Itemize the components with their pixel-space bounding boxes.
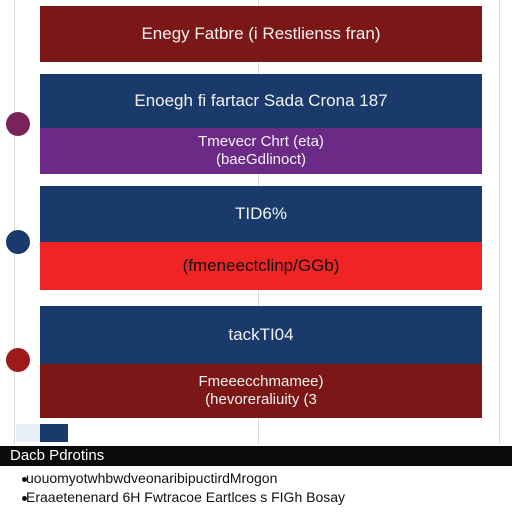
bar-7: Fmeeecchmamee) (hevoreraliuity (3 xyxy=(40,364,482,418)
bar-7-label-b: (hevoreraliuity (3 xyxy=(205,391,317,408)
bar-5-label: (fmeneectclinp/GGb) xyxy=(182,256,340,275)
bar-3: Tmevecr Chrt (eta) (baeGdlinoct) xyxy=(40,128,482,174)
chart-frame xyxy=(14,0,500,444)
bar-4-label: TID6% xyxy=(235,204,287,223)
bar-3-label-b: (baeGdlinoct) xyxy=(215,151,307,168)
legend-title: Dacb Pdrotins xyxy=(0,446,512,466)
bar-7-label-a: Fmeeecchmamee) xyxy=(198,373,324,390)
bar-6-label: tackTI04 xyxy=(228,325,294,344)
bar-4: TID6% xyxy=(40,186,482,242)
legend-swatch-dark xyxy=(40,424,68,442)
legend-item-2: Eraaetenenard 6H Fwtracoe Eartlces s FIG… xyxy=(26,489,346,505)
bar-6: tackTI04 xyxy=(40,306,482,364)
series-dot-2 xyxy=(6,230,30,254)
bar-3-label-a: Tmevecr Chrt (eta) xyxy=(198,133,324,150)
legend-swatch-light xyxy=(16,424,40,442)
legend-bullet-2 xyxy=(22,496,27,501)
legend-bullet-1 xyxy=(22,477,27,482)
series-dot-3 xyxy=(6,348,30,372)
bar-1-label: Enegy Fatbre (i Restlienss fran) xyxy=(141,24,381,43)
bar-2-label: Enoegh fi fartacr Sada Crona 187 xyxy=(134,91,388,110)
series-dot-1 xyxy=(6,112,30,136)
bar-2: Enoegh fi fartacr Sada Crona 187 xyxy=(40,74,482,128)
bar-5: (fmeneectclinp/GGb) xyxy=(40,242,482,290)
legend-item-1: uouomyotwhbwdveonaribipuctirdMrogon xyxy=(26,470,278,486)
bar-1: Enegy Fatbre (i Restlienss fran) xyxy=(40,6,482,62)
